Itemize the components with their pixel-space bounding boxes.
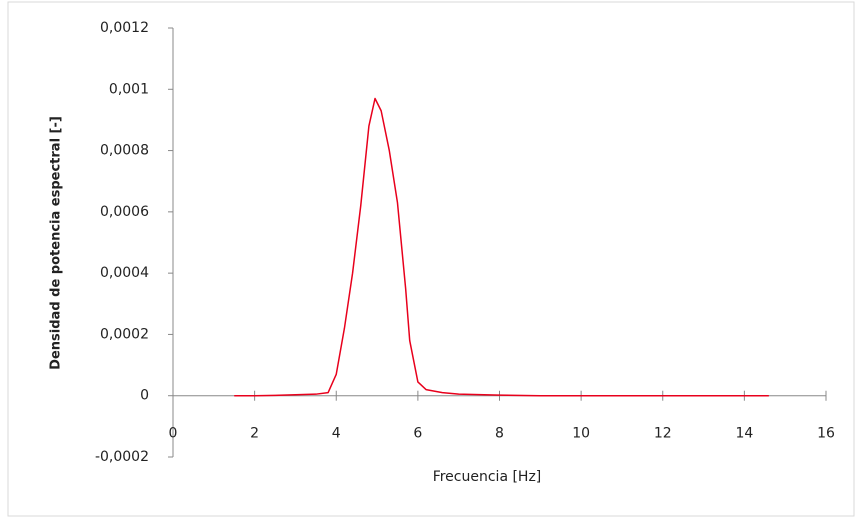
x-tick-label: 12 — [654, 426, 672, 442]
y-axis-label: Densidad de potencia espectral [-] — [49, 116, 64, 370]
x-tick-label: 6 — [413, 426, 422, 442]
y-tick-label: 0 — [140, 388, 149, 404]
x-axis-label: Frecuencia [Hz] — [433, 469, 542, 485]
y-tick-label: 0,001 — [109, 81, 149, 97]
x-tick-label: 10 — [572, 426, 590, 442]
y-tick-label: 0,0008 — [100, 143, 149, 159]
x-tick-label: 4 — [332, 426, 341, 442]
y-tick-label: 0,0004 — [100, 265, 149, 281]
x-tick-label: 16 — [817, 426, 835, 442]
y-tick-label: 0,0002 — [100, 326, 149, 342]
x-tick-label: 14 — [735, 426, 753, 442]
y-tick-label: 0,0006 — [100, 204, 149, 220]
chart-border — [7, 1, 855, 517]
x-tick-label: 2 — [250, 426, 259, 442]
x-tick-label: 0 — [169, 426, 178, 442]
x-tick-label: 8 — [495, 426, 504, 442]
line-series — [234, 97, 769, 397]
y-tick-label: -0,0002 — [95, 449, 149, 465]
y-tick-label: 0,0012 — [100, 20, 149, 36]
